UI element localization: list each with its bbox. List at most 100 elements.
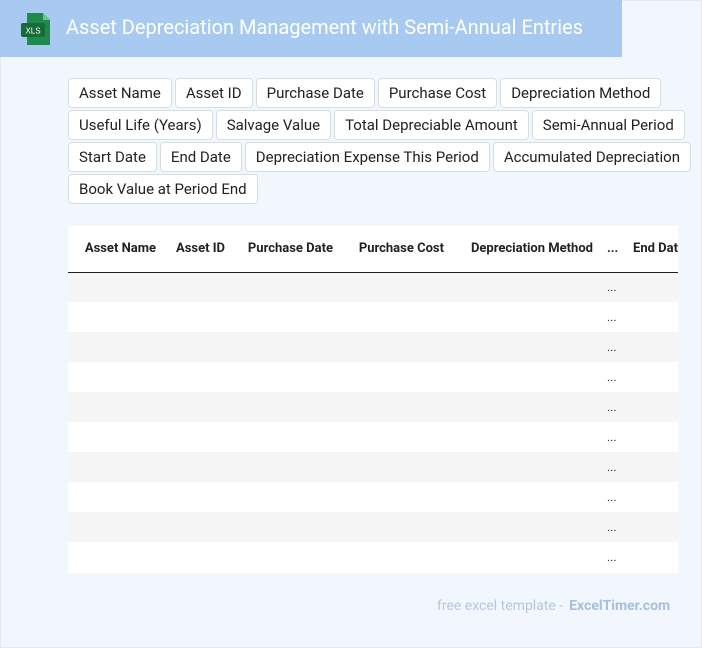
table-row: ... [68, 272, 678, 302]
table-row: ... [68, 392, 678, 422]
table-cell [343, 362, 454, 392]
table-cell [235, 272, 343, 302]
table-cell [454, 422, 603, 452]
xls-icon: XLS [21, 13, 50, 45]
table-row: ... [68, 362, 678, 392]
table-cell [454, 332, 603, 362]
footer-text: free excel template - [437, 598, 564, 614]
table-cell [454, 512, 603, 542]
table-cell [68, 482, 166, 512]
ellipsis-cell: ... [607, 310, 617, 324]
column-header: Asset ID [166, 226, 235, 273]
column-tag: Purchase Date [255, 78, 375, 108]
table-cell [343, 542, 454, 572]
table-cell [454, 272, 603, 302]
table-cell [166, 452, 235, 482]
table-cell [454, 542, 603, 572]
table-cell [630, 452, 678, 482]
table-cell [343, 422, 454, 452]
column-header: Depreciation Method [454, 226, 603, 273]
icon-badge [21, 23, 45, 37]
table-cell [235, 482, 343, 512]
table-cell [343, 452, 454, 482]
ellipsis-cell: ... [603, 512, 630, 542]
page-title: Asset Depreciation Management with Semi-… [66, 15, 583, 39]
column-tag: Useful Life (Years) [68, 110, 213, 140]
table-cell [68, 302, 166, 332]
table-cell [166, 302, 235, 332]
column-tag: End Date [159, 142, 242, 172]
table-cell [343, 332, 454, 362]
table-cell [166, 332, 235, 362]
footer: free excel template - ExcelTimer.com [437, 598, 670, 614]
table-cell [630, 272, 678, 302]
table-cell [630, 512, 678, 542]
column-tag: Accumulated Depreciation [492, 142, 692, 172]
table-cell [630, 392, 678, 422]
table-cell [454, 482, 603, 512]
table-wrapper: Asset Name Asset ID Purchase Date Purchase … [68, 226, 678, 573]
table-cell [454, 302, 603, 332]
table-cell [630, 482, 678, 512]
table-cell [235, 332, 343, 362]
table-cell [166, 482, 235, 512]
header-bar: XLS Asset Depreciation Management with S… [0, 0, 622, 57]
table-cell [68, 422, 166, 452]
table-cell [166, 272, 235, 302]
footer-brand[interactable]: ExcelTimer.com [569, 598, 671, 614]
column-header: Asset Name [68, 226, 166, 273]
ellipsis-cell: ... [607, 370, 617, 384]
column-header: Purchase Cost [343, 226, 454, 273]
column-header: ... [603, 226, 630, 273]
table-cell [454, 452, 603, 482]
table-row: ... [68, 512, 678, 542]
column-header: End Date [630, 226, 678, 273]
table-cell [235, 452, 343, 482]
table-cell [235, 362, 343, 392]
table-cell [166, 542, 235, 572]
table-cell [235, 422, 343, 452]
icon-fold [43, 13, 50, 20]
table-cell [68, 512, 166, 542]
table-cell [235, 542, 343, 572]
column-tag: Depreciation Expense This Period [244, 142, 490, 172]
table-cell [68, 392, 166, 422]
table-cell [166, 422, 235, 452]
ellipsis-cell: ... [603, 452, 630, 482]
column-tag: Asset ID [174, 78, 253, 108]
table-cell [235, 392, 343, 422]
table-cell [68, 362, 166, 392]
column-tag: Asset Name [68, 78, 172, 108]
table-cell [166, 392, 235, 422]
table-cell [235, 512, 343, 542]
header-row: Asset Name Asset ID Purchase Date Purchase … [68, 226, 678, 273]
table-cell [343, 272, 454, 302]
table-cell [235, 302, 343, 332]
column-tag: Start Date [68, 142, 157, 172]
table-cell [68, 272, 166, 302]
column-tag: Book Value at Period End [68, 174, 258, 204]
table-cell [454, 392, 603, 422]
column-tags: Asset Name Asset ID Purchase Date Purchase … [68, 78, 698, 204]
column-tag: Total Depreciable Amount [334, 110, 529, 140]
ellipsis-cell: ... [603, 272, 630, 302]
table-row: ... [68, 542, 678, 572]
table-row: ... [68, 482, 678, 512]
table-row: ... [68, 452, 678, 482]
table-cell [68, 542, 166, 572]
column-tag: Depreciation Method [500, 78, 662, 108]
table-cell [454, 362, 603, 392]
table-cell [630, 362, 678, 392]
table-body: .............................. [68, 272, 678, 572]
table-cell [343, 392, 454, 422]
ellipsis-cell: ... [607, 430, 617, 444]
icon-label: XLS [25, 27, 40, 36]
column-tag: Semi-Annual Period [531, 110, 685, 140]
ellipsis-cell: ... [607, 550, 617, 564]
table-cell [68, 332, 166, 362]
ellipsis-cell: ... [603, 332, 630, 362]
table-cell [68, 452, 166, 482]
table-cell [630, 332, 678, 362]
